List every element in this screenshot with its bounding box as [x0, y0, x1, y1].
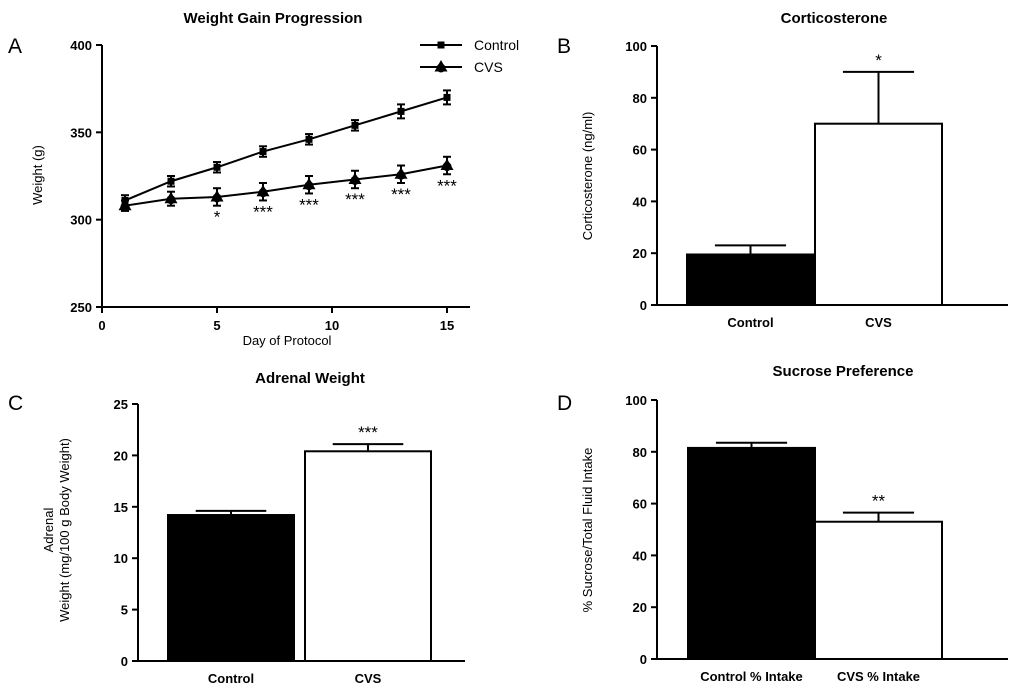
- y-tick-label-b: 100: [625, 39, 647, 54]
- plot-area-c: Control CVS ***: [167, 423, 432, 686]
- x-tick-label-a: 15: [440, 318, 454, 333]
- y-axis-label-c-line2: Weight (mg/100 g Body Weight): [57, 438, 72, 622]
- panel-letter-a: A: [8, 35, 22, 58]
- y-axis-label-a: Weight (g): [30, 145, 45, 205]
- y-tick-label-d: 0: [640, 652, 647, 667]
- y-tick-label-b: 40: [633, 194, 647, 209]
- significance-marker-c: ***: [358, 423, 378, 442]
- panel-b-bar-chart: B Corticosterone Corticosterone (ng/ml) …: [557, 10, 1008, 330]
- chart-title-d: Sucrose Preference: [773, 363, 914, 380]
- bar-control: [686, 253, 815, 306]
- chart-title-b: Corticosterone: [781, 10, 888, 27]
- data-point-cvs-body: [304, 181, 314, 191]
- series-line-cvs: [124, 164, 448, 207]
- data-point-cvs-body: [396, 170, 406, 180]
- significance-marker-b: *: [875, 51, 882, 70]
- legend-a: Control CVS: [420, 37, 519, 75]
- data-point-control: [259, 148, 267, 156]
- bar-control: [167, 514, 295, 662]
- y-tick-label-c: 25: [114, 397, 128, 412]
- y-tick-label-b: 20: [633, 246, 647, 261]
- legend-label: CVS: [474, 59, 503, 75]
- bar-cvs: [814, 122, 943, 306]
- x-tick-label-a: 0: [98, 318, 105, 333]
- x-tick-label-a: 10: [325, 318, 339, 333]
- y-axis-label-b: Corticosterone (ng/ml): [580, 112, 595, 241]
- y-tick-label-a: 300: [70, 213, 92, 228]
- category-label-cvs: CVS: [865, 315, 892, 330]
- y-tick-label-a: 400: [70, 38, 92, 53]
- x-axis-label-a: Day of Protocol: [243, 333, 332, 348]
- y-tick-label-d: 100: [625, 393, 647, 408]
- data-point-cvs-body: [166, 195, 176, 205]
- chart-title-a: Weight Gain Progression: [184, 10, 363, 27]
- y-tick-label-d: 40: [633, 548, 647, 563]
- y-tick-label-c: 0: [121, 654, 128, 669]
- category-label-cvs: CVS: [355, 671, 382, 686]
- plot-area-b: Control CVS *: [686, 51, 943, 330]
- data-point-control: [397, 107, 405, 115]
- y-axis-label-d: % Sucrose/Total Fluid Intake: [580, 448, 595, 613]
- category-label-control-intake: Control % Intake: [700, 669, 803, 684]
- significance-marker-a: *: [214, 208, 221, 227]
- y-tick-label-c: 10: [114, 551, 128, 566]
- y-tick-label-d: 60: [633, 497, 647, 512]
- bar-cvs-intake: [814, 520, 943, 660]
- data-point-cvs-body: [120, 202, 130, 212]
- category-label-control: Control: [208, 671, 254, 686]
- category-label-control: Control: [727, 315, 773, 330]
- panel-letter-c: C: [8, 392, 23, 415]
- data-point-control: [167, 177, 175, 185]
- data-point-control: [443, 93, 451, 101]
- data-point-control: [305, 135, 313, 143]
- axes-a: 250 300 350 400 0 5 10 15: [70, 38, 470, 333]
- y-tick-label-b: 80: [633, 91, 647, 106]
- legend-marker-square: [437, 41, 445, 49]
- y-tick-label-b: 0: [640, 298, 647, 313]
- panel-letter-b: B: [557, 35, 571, 58]
- panel-c-bar-chart: C Adrenal Weight Adrenal Weight (mg/100 …: [8, 370, 465, 686]
- data-point-control: [213, 163, 221, 171]
- plot-area-d: Control % Intake CVS % Intake **: [687, 441, 943, 684]
- significance-marker-a: ***: [345, 190, 365, 209]
- bar-control-intake: [687, 446, 816, 661]
- category-label-cvs-intake: CVS % Intake: [837, 669, 920, 684]
- significance-marker-d: **: [872, 492, 886, 511]
- panel-d-bar-chart: D Sucrose Preference % Sucrose/Total Flu…: [557, 363, 1008, 684]
- series-line-control: [124, 96, 448, 202]
- significance-marker-a: ***: [391, 185, 411, 204]
- data-point-cvs-body: [212, 193, 222, 203]
- legend-marker-triangle-body: [436, 63, 446, 73]
- data-point-cvs-body: [258, 188, 268, 198]
- y-tick-label-d: 20: [633, 600, 647, 615]
- y-tick-label-c: 20: [114, 448, 128, 463]
- panel-a-line-chart: A Weight Gain Progression Weight (g) Day…: [8, 10, 519, 348]
- y-axis-label-c-line1: Adrenal: [41, 507, 56, 552]
- bar-cvs: [304, 450, 432, 662]
- y-tick-label-d: 80: [633, 445, 647, 460]
- plot-area-a: * *** *** *** *** ***: [118, 89, 457, 227]
- x-tick-label-a: 5: [213, 318, 220, 333]
- data-point-cvs-body: [350, 175, 360, 185]
- legend-label: Control: [474, 37, 519, 53]
- y-tick-label-c: 15: [114, 500, 128, 515]
- significance-marker-a: ***: [253, 202, 273, 221]
- significance-marker-a: ***: [299, 195, 319, 214]
- significance-marker-a: ***: [437, 176, 457, 195]
- panel-letter-d: D: [557, 392, 572, 415]
- y-tick-label-b: 60: [633, 143, 647, 158]
- data-point-control: [351, 121, 359, 129]
- y-tick-label-a: 350: [70, 125, 92, 140]
- y-tick-label-c: 5: [121, 603, 128, 618]
- y-tick-label-a: 250: [70, 300, 92, 315]
- chart-title-c: Adrenal Weight: [255, 370, 365, 387]
- data-point-cvs-body: [442, 162, 452, 172]
